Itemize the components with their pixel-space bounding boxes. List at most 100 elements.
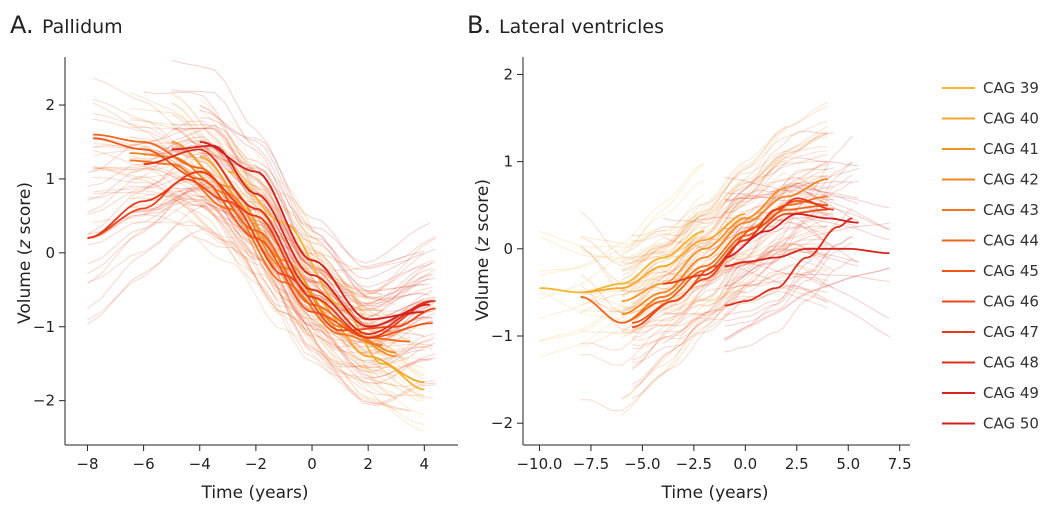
panel-b-trajectory — [580, 248, 828, 314]
panel-b-trajectory — [724, 255, 890, 319]
panel-a-trajectory — [93, 214, 411, 348]
panel-a-trajectory — [199, 117, 425, 269]
panel-b-trajectory — [621, 102, 828, 277]
panel-b-trajectory — [621, 174, 828, 312]
panel-b-trajectory — [580, 205, 746, 245]
panel-a-x-tick-label: 2 — [363, 455, 373, 473]
panel-b-trajectory — [662, 265, 835, 317]
panel-b-trajectory — [632, 188, 828, 237]
panel-a-trajectory — [129, 197, 383, 372]
panel-a-x-axis-label: Time (years) — [200, 483, 308, 503]
panel-b-y-axis-label: Volume (z score) — [473, 179, 493, 321]
panel-b-x-tick-label: 2.5 — [785, 455, 809, 473]
panel-b-series-cag-42 — [621, 178, 828, 316]
panel-a-trajectory — [93, 164, 433, 295]
panel-a-trajectory — [129, 202, 383, 345]
panel-b-trajectory — [621, 155, 787, 259]
panel-a-trajectory — [227, 154, 425, 330]
panel-a-x-tick-label: −2 — [245, 455, 267, 473]
panel-a-trajectory — [129, 91, 397, 380]
panel-a-trajectory — [171, 127, 430, 320]
legend-label: CAG 42 — [983, 171, 1039, 189]
panel-b-trajectory — [621, 176, 828, 303]
panel-b-letter: B. — [467, 11, 491, 39]
panel-b-trajectory — [621, 269, 828, 334]
panel-b-trajectory — [539, 162, 705, 277]
panel-b-trajectory — [621, 234, 828, 400]
panel-a-trajectory — [227, 120, 425, 380]
panel-b-series-cag-43 — [621, 195, 828, 324]
panel-b-trajectory — [580, 290, 746, 315]
panel-b-trajectory — [580, 133, 828, 313]
panel-b-x-tick-label: 7.5 — [888, 455, 912, 473]
legend-label: CAG 43 — [983, 201, 1039, 219]
panel-b-trajectory — [632, 286, 828, 363]
panel-b-trajectory — [724, 176, 890, 230]
panel-b-title: Lateral ventricles — [499, 16, 664, 38]
panel-a-trajectory — [171, 102, 397, 355]
legend-label: CAG 39 — [983, 79, 1039, 97]
panel-a-x-tick-label: 0 — [307, 455, 317, 473]
panel-b-trajectory — [621, 136, 828, 271]
panel-a-trajectory — [93, 118, 433, 321]
panel-a-y-tick-label: 0 — [45, 244, 55, 262]
legend-label: CAG 46 — [983, 293, 1039, 311]
panel-a-trajectory — [227, 135, 425, 376]
panel-b-trajectory — [724, 182, 859, 214]
panel-b-trajectory — [724, 181, 853, 268]
panel-a-trajectory — [87, 220, 436, 368]
panel-b-trajectory — [662, 130, 834, 259]
panel-b-trajectory — [631, 245, 828, 361]
panel-a-trajectory — [171, 114, 397, 345]
legend-label: CAG 45 — [983, 262, 1039, 280]
panel-a-trajectory — [87, 190, 436, 385]
panel-b-trajectory — [631, 225, 828, 385]
panel-a-title: Pallidum — [42, 16, 123, 38]
panel-b-x-tick-label: −2.5 — [676, 455, 712, 473]
panel-a-trajectory — [92, 150, 411, 412]
panel-a-trajectory — [199, 169, 425, 416]
panel-a-trajectory — [199, 109, 425, 292]
panel-b-trajectory — [724, 208, 853, 340]
panel-a-trajectory — [143, 91, 433, 333]
panel-b-trajectory — [632, 244, 828, 326]
panel-a-series-cag-48 — [143, 148, 433, 336]
panel-a-trajectory — [143, 136, 433, 307]
panel-a-trajectory — [199, 140, 425, 306]
panel-a-trajectory — [171, 124, 431, 264]
panel-b-series-lines — [539, 178, 890, 329]
panel-a-trajectory — [129, 206, 397, 398]
panel-b-trajectory — [621, 129, 787, 319]
panel-a-trajectory — [171, 59, 430, 301]
panel-b-trajectory — [724, 258, 853, 353]
panel-b-trajectory — [724, 242, 853, 327]
panel-b-trajectory — [724, 186, 859, 230]
panel-b-trajectory — [621, 200, 787, 401]
panel-b-x-axis-label: Time (years) — [660, 483, 768, 503]
panel-a-trajectory — [93, 143, 433, 311]
panel-b-trajectory — [539, 180, 705, 273]
panel-b-series-cag-49 — [724, 247, 890, 268]
panel-a-trajectory — [143, 127, 433, 310]
panel-a-x-tick-label: −4 — [189, 455, 211, 473]
panel-b-trajectory — [580, 282, 746, 335]
panel-b-spaghetti-bands — [539, 102, 890, 416]
panel-b-trajectory — [724, 216, 890, 241]
panel-b-trajectory — [580, 284, 828, 331]
panel-b-series-cag-41 — [621, 186, 787, 302]
panel-a-spaghetti-bands — [87, 59, 436, 432]
panel-b-trajectory — [580, 217, 828, 412]
panel-a-trajectory — [199, 182, 425, 330]
panel-b-trajectory — [724, 157, 859, 203]
panel-b-trajectory — [539, 291, 705, 322]
panel-b-trajectory — [621, 132, 828, 333]
panel-b-x-tick-label: 5.0 — [836, 455, 860, 473]
panel-a-trajectory — [87, 197, 436, 407]
panel-a-trajectory — [129, 192, 383, 375]
panel-b-trajectory — [580, 216, 746, 296]
panel-b-trajectory — [662, 176, 835, 225]
panel-b-trajectory — [621, 150, 828, 270]
panel-a-trajectory — [199, 194, 425, 426]
panel-a-trajectory — [92, 102, 433, 399]
